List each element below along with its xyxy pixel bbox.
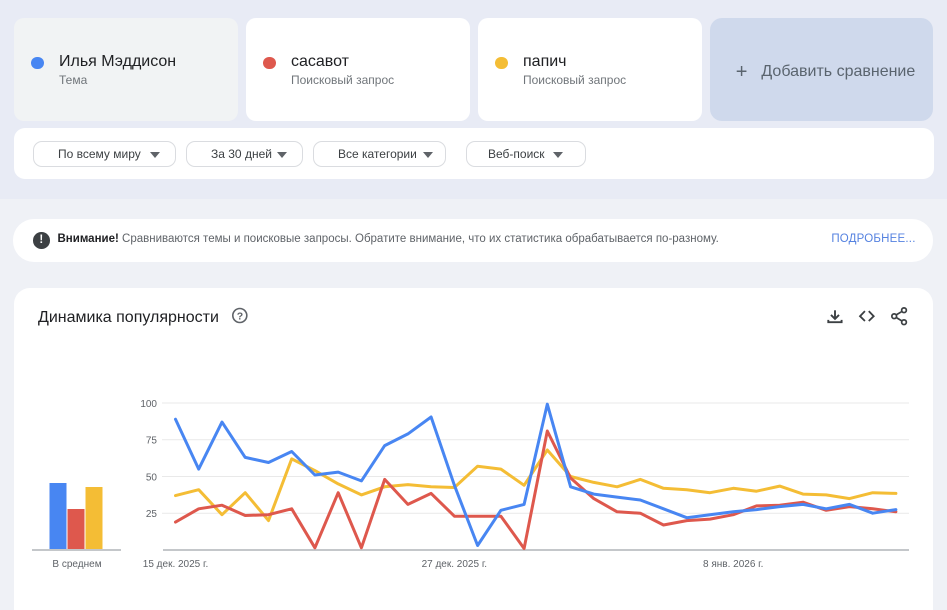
svg-text:50: 50 (146, 472, 158, 483)
svg-text:25: 25 (146, 509, 158, 520)
svg-text:15 дек. 2025 г.: 15 дек. 2025 г. (143, 559, 208, 570)
svg-text:75: 75 (146, 436, 158, 447)
svg-text:27 дек. 2025 г.: 27 дек. 2025 г. (422, 559, 487, 570)
svg-text:100: 100 (140, 399, 157, 410)
svg-text:В среднем: В среднем (52, 559, 101, 570)
svg-text:8 янв. 2026 г.: 8 янв. 2026 г. (703, 559, 763, 570)
svg-text:?: ? (237, 310, 243, 322)
